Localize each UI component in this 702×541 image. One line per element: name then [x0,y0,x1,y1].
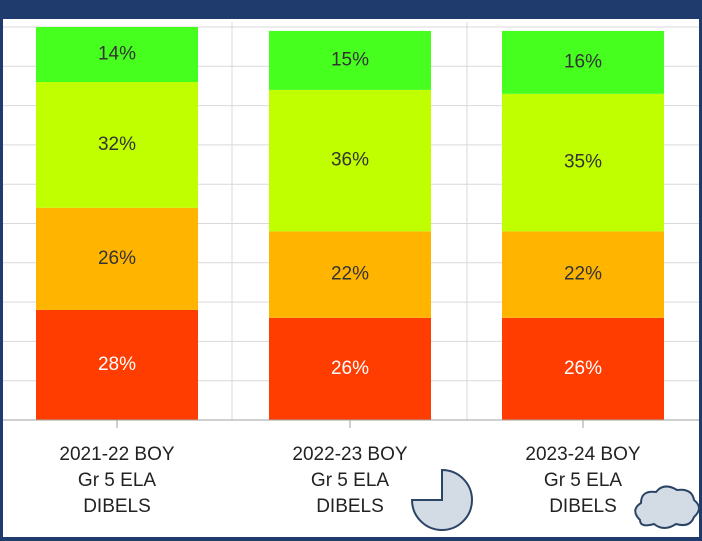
x-tick-label: 2021-22 BOY [59,444,174,465]
value-label: 15% [331,49,369,70]
x-tick-label: DIBELS [316,496,384,517]
x-tick-label: 2022-23 BOY [292,444,407,465]
x-tick-label: DIBELS [83,496,151,517]
pie-icon [410,468,473,531]
bar-segment [269,231,431,318]
value-label: 32% [98,134,136,155]
value-label: 26% [331,358,369,379]
bar-segment [502,231,664,318]
value-label: 35% [564,152,602,173]
x-tick-label: Gr 5 ELA [311,470,389,491]
value-label: 22% [331,264,369,285]
bar-segment [502,317,664,420]
value-label: 26% [98,248,136,269]
value-label: 16% [564,51,602,72]
bar-segment [269,317,431,420]
x-tick-label: Gr 5 ELA [544,470,622,491]
bar-segment [502,93,664,232]
value-label: 28% [98,354,136,375]
bar-segment [36,207,198,310]
bar-segment [36,82,198,208]
x-tick-label: 2023-24 BOY [525,444,640,465]
bar-segment [269,30,431,90]
bar-segment [502,30,664,94]
x-labels: 2021-22 BOY Gr 5 ELA DIBELS 2022-23 BOY Gr 5… [59,420,641,517]
x-tick-label: DIBELS [549,496,617,517]
bars: 28% 26% 32% 14% 26% 22% 36% 15% 26% 22% 35% 16% [36,27,664,420]
cloud-icon [634,485,700,529]
value-label: 14% [98,44,136,65]
bar-segment [36,27,198,83]
bar-segment [36,309,198,420]
x-tick-label: Gr 5 ELA [78,470,156,491]
value-label: 22% [564,264,602,285]
bar-segment [269,89,431,232]
value-label: 26% [564,358,602,379]
value-label: 36% [331,150,369,171]
